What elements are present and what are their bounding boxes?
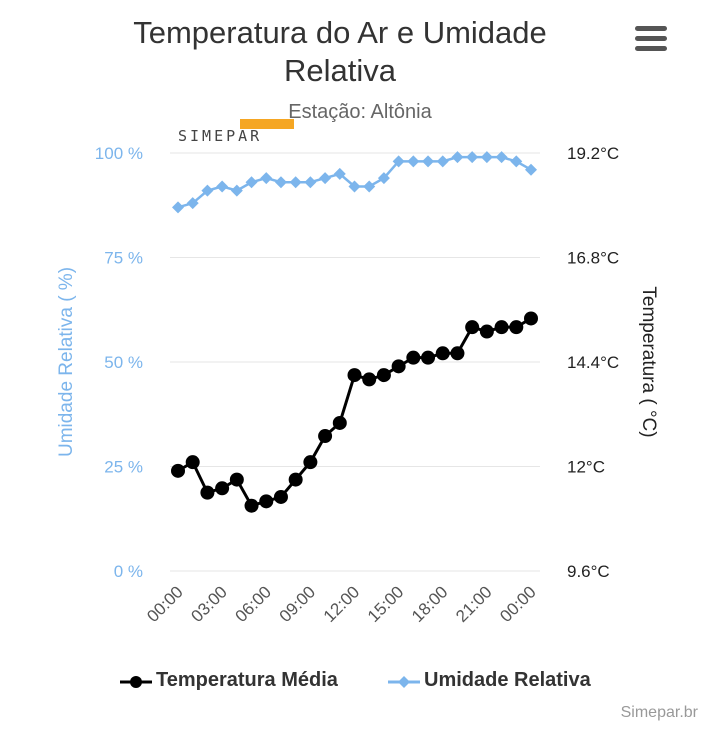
umidade-point bbox=[363, 180, 376, 193]
temperatura-point bbox=[376, 368, 391, 383]
right-axis-title: Temperatura ( °C) bbox=[638, 286, 659, 437]
temperatura-point bbox=[244, 498, 259, 513]
temperatura-point bbox=[332, 415, 347, 430]
logo-text: SIMEPAR bbox=[178, 127, 263, 145]
left-tick-label: 100 % bbox=[95, 144, 143, 163]
temperatura-point bbox=[391, 359, 406, 374]
temperatura-point bbox=[509, 320, 524, 335]
legend-label-umidade: Umidade Relativa bbox=[424, 669, 591, 691]
umidade-point bbox=[466, 151, 479, 164]
temperatura-point bbox=[171, 463, 185, 478]
right-tick-label: 9.6°C bbox=[567, 562, 610, 581]
temperatura-point bbox=[435, 346, 450, 361]
temperatura-point bbox=[259, 494, 274, 509]
umidade-point bbox=[377, 172, 390, 185]
legend-circle-marker-icon bbox=[120, 676, 152, 688]
temperatura-point bbox=[200, 485, 215, 500]
temperatura-point bbox=[318, 429, 333, 444]
x-tick-label: 00:00 bbox=[143, 582, 187, 626]
x-tick-label: 18:00 bbox=[408, 582, 452, 626]
umidade-point bbox=[216, 180, 229, 193]
umidade-point bbox=[525, 163, 537, 176]
temperatura-point bbox=[406, 350, 421, 365]
right-tick-label: 19.2°C bbox=[567, 144, 619, 163]
temperatura-point bbox=[229, 472, 244, 487]
umidade-point bbox=[172, 201, 184, 214]
umidade-point bbox=[260, 172, 273, 185]
umidade-point bbox=[422, 155, 435, 168]
temperatura-point bbox=[465, 320, 480, 335]
x-tick-label: 21:00 bbox=[452, 582, 496, 626]
left-tick-label: 50 % bbox=[104, 353, 143, 372]
temperatura-point bbox=[494, 320, 509, 335]
chart-subtitle: Estação: Altônia bbox=[288, 101, 432, 123]
umidade-point bbox=[201, 184, 214, 197]
umidade-point bbox=[333, 167, 346, 180]
temperatura-point bbox=[347, 368, 362, 383]
right-tick-label: 16.8°C bbox=[567, 249, 619, 268]
umidade-point bbox=[230, 184, 243, 197]
umidade-point bbox=[274, 176, 287, 189]
legend-item-umidade[interactable]: Umidade Relativa bbox=[386, 668, 616, 696]
temperatura-point bbox=[479, 324, 494, 339]
chart-title: Temperatura do Ar e Umidade Relativa bbox=[80, 14, 600, 90]
series-umidade bbox=[172, 151, 537, 214]
legend-item-temperatura[interactable]: Temperatura Média bbox=[118, 668, 358, 696]
x-tick-label: 09:00 bbox=[276, 582, 320, 626]
umidade-point bbox=[245, 176, 258, 189]
temperatura-point bbox=[421, 350, 436, 365]
umidade-point bbox=[348, 180, 361, 193]
x-tick-label: 06:00 bbox=[232, 582, 276, 626]
left-axis-title: Umidade Relativa ( %) bbox=[56, 267, 77, 457]
temperatura-point bbox=[288, 472, 303, 487]
chart-title-line1: Temperatura do Ar e Umidade bbox=[133, 15, 547, 50]
umidade-point bbox=[304, 176, 317, 189]
credit-link[interactable]: Simepar.br bbox=[620, 704, 698, 721]
temperatura-point bbox=[524, 311, 538, 326]
temperatura-point bbox=[273, 489, 288, 504]
left-tick-label: 25 % bbox=[104, 458, 143, 477]
right-tick-label: 14.4°C bbox=[567, 353, 619, 372]
umidade-point bbox=[186, 197, 199, 210]
umidade-point bbox=[436, 155, 449, 168]
series-temperatura bbox=[171, 311, 538, 513]
left-tick-label: 75 % bbox=[104, 249, 143, 268]
chart-title-line2: Relativa bbox=[284, 53, 396, 88]
temperatura-point bbox=[450, 346, 465, 361]
umidade-point bbox=[495, 151, 508, 164]
right-tick-label: 12°C bbox=[567, 458, 605, 477]
umidade-point bbox=[451, 151, 464, 164]
umidade-point bbox=[510, 155, 523, 168]
hamburger-menu-icon[interactable] bbox=[632, 24, 670, 54]
umidade-point bbox=[319, 172, 332, 185]
simepar-logo: SIMEPAR bbox=[178, 116, 296, 148]
umidade-point bbox=[392, 155, 405, 168]
legend-label-temperatura: Temperatura Média bbox=[156, 669, 338, 691]
temperatura-point bbox=[362, 372, 377, 387]
temperatura-point bbox=[215, 481, 230, 496]
left-tick-label: 0 % bbox=[114, 562, 143, 581]
x-tick-label: 03:00 bbox=[187, 582, 231, 626]
x-tick-label: 15:00 bbox=[364, 582, 408, 626]
x-tick-label: 12:00 bbox=[320, 582, 364, 626]
x-tick-label: 00:00 bbox=[496, 582, 540, 626]
temperatura-point bbox=[303, 455, 318, 470]
logo-accent-bar bbox=[240, 119, 294, 129]
umidade-point bbox=[480, 151, 493, 164]
umidade-point bbox=[289, 176, 302, 189]
legend-diamond-marker-icon bbox=[388, 676, 420, 688]
umidade-point bbox=[407, 155, 420, 168]
temperatura-point bbox=[185, 455, 200, 470]
